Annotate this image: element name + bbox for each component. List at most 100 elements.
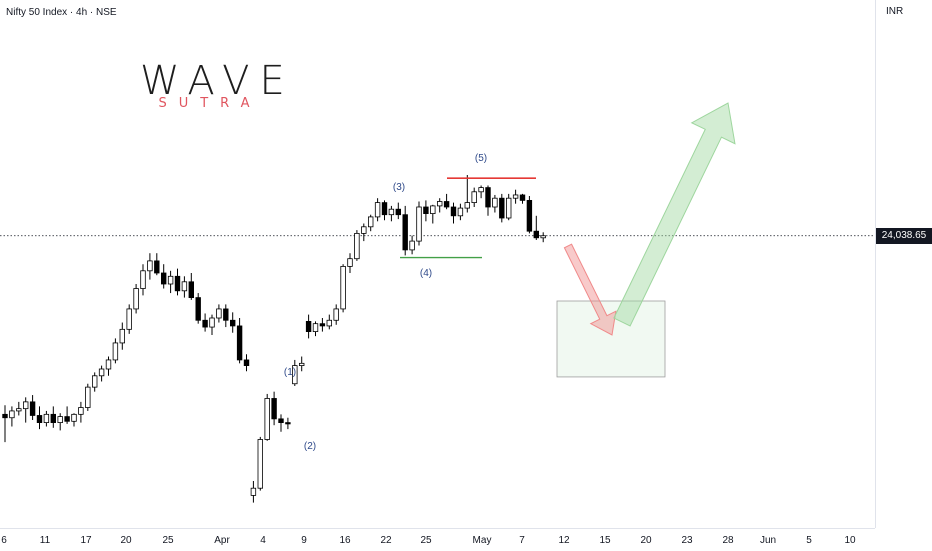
candle-body: [271, 398, 277, 420]
time-tick-label: 16: [339, 535, 351, 546]
candle-body: [16, 408, 22, 412]
candle-body: [409, 240, 415, 251]
candle-body: [285, 422, 291, 425]
candle-body: [464, 202, 470, 209]
candle-body: [305, 320, 312, 332]
time-axis[interactable]: [0, 528, 875, 551]
candle-body: [381, 202, 388, 216]
time-tick-label: 6: [1, 535, 7, 546]
candle-body: [354, 232, 360, 260]
candle-body: [264, 398, 270, 440]
candle-body: [347, 258, 353, 267]
candle-body: [333, 308, 339, 321]
candle-body: [319, 323, 326, 327]
time-tick-label: 4: [260, 535, 266, 546]
candle-body: [436, 201, 443, 207]
candle-body: [202, 319, 208, 328]
wave-label: (1): [284, 367, 296, 378]
candle-body: [64, 416, 70, 422]
candle-body: [98, 368, 105, 377]
current-price-badge: 24,038.65: [876, 228, 932, 244]
candle-body: [154, 260, 160, 274]
candle-body: [22, 401, 29, 410]
candle-body: [257, 439, 263, 489]
wave-label: (3): [393, 182, 405, 193]
time-tick-label: Apr: [214, 535, 230, 546]
price-axis[interactable]: [875, 0, 932, 528]
candle-body: [43, 413, 50, 424]
candle-body: [78, 407, 84, 415]
candle-body: [367, 216, 374, 228]
candle-body: [29, 401, 36, 416]
time-tick-label: 12: [558, 535, 570, 546]
wavesutra-logo-sub: SUTRA: [158, 96, 262, 111]
candle-body: [540, 235, 546, 239]
time-tick-label: 11: [40, 535, 51, 546]
candle-body: [250, 487, 257, 496]
candle-body: [36, 415, 43, 424]
candle-body: [92, 375, 98, 388]
wavesutra-logo: WAVE: [140, 58, 295, 104]
candle-body: [312, 323, 319, 332]
time-tick-label: 25: [162, 535, 174, 546]
candle-body: [430, 205, 436, 214]
time-tick-label: 10: [844, 535, 856, 546]
projection-down-arrow: [563, 243, 617, 336]
time-tick-label: 22: [380, 535, 392, 546]
candle-body: [505, 197, 512, 219]
candle-body: [188, 281, 194, 298]
candle-body: [478, 187, 484, 193]
candle-body: [147, 260, 153, 272]
candle-body: [71, 413, 77, 422]
candle-body: [112, 342, 119, 361]
candle-body: [278, 418, 284, 424]
candle-body: [423, 206, 429, 214]
candle-body: [119, 328, 125, 344]
candle-body: [85, 386, 91, 408]
wave-label: (2): [304, 441, 316, 452]
projection-up-arrow: [613, 102, 736, 327]
time-tick-label: 7: [519, 535, 525, 546]
candle-body: [57, 416, 63, 424]
candle-body: [243, 359, 250, 366]
target-zone-box: [556, 300, 666, 378]
candle-body: [2, 413, 8, 419]
time-tick-label: Jun: [760, 535, 776, 546]
candle-body: [298, 362, 305, 367]
time-tick-label: May: [473, 535, 492, 546]
candle-body: [326, 319, 332, 327]
candle-body: [126, 308, 132, 330]
time-tick-label: 15: [599, 535, 611, 546]
time-tick-label: 5: [806, 535, 812, 546]
candle-body: [485, 187, 491, 208]
time-tick-label: 17: [80, 535, 92, 546]
candle-body: [519, 194, 526, 201]
currency-label[interactable]: INR: [886, 6, 904, 17]
candle-body: [216, 308, 222, 319]
candle-body: [374, 202, 381, 218]
candle-body: [512, 194, 519, 199]
candle-body: [133, 288, 139, 310]
candle-body: [361, 226, 367, 234]
candle-body: [526, 199, 533, 232]
time-tick-label: 23: [681, 535, 693, 546]
candle-body: [395, 208, 401, 216]
candle-body: [388, 208, 395, 216]
candle-body: [292, 365, 298, 385]
candle-body: [450, 206, 457, 217]
time-tick-label: 25: [420, 535, 432, 546]
candle-body: [402, 214, 408, 251]
candle-body: [167, 275, 174, 285]
candle-body: [416, 206, 422, 242]
time-tick-label: 20: [640, 535, 652, 546]
time-tick-label: 9: [301, 535, 307, 546]
time-tick-label: 28: [722, 535, 734, 546]
symbol-title[interactable]: Nifty 50 Index · 4h · NSE: [6, 7, 117, 18]
candle-body: [492, 197, 498, 208]
candle-body: [229, 319, 236, 327]
wave-label: (5): [475, 153, 487, 164]
candle-body: [140, 270, 146, 289]
candle-body: [195, 297, 201, 321]
candle-body: [9, 410, 15, 419]
